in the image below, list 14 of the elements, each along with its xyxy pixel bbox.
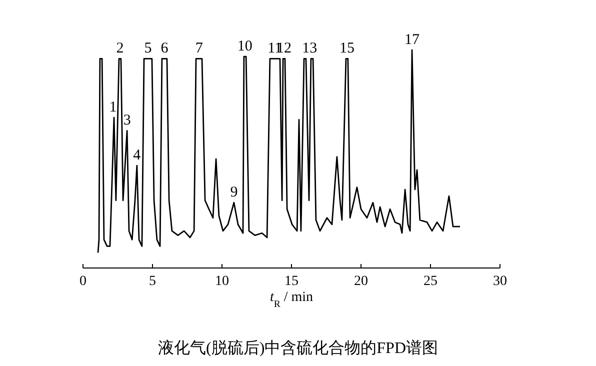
annotation: 15	[339, 40, 354, 57]
annotation: 5	[144, 40, 152, 57]
x-axis-title: t$_{R}$ / min	[270, 290, 314, 310]
annotation: 7	[195, 40, 203, 57]
annotation: 13	[302, 40, 318, 57]
annotation: 10	[237, 38, 252, 55]
annotation: 6	[160, 40, 168, 57]
annotation: 3	[123, 112, 131, 129]
annotation: 2	[116, 40, 124, 57]
annotation: 9	[230, 184, 238, 201]
annotation: 17	[404, 32, 420, 48]
annotation: 1	[109, 100, 117, 116]
annotation: 液化气(脱硫后)中含硫化合物的FPD谱图	[158, 340, 438, 357]
annotation: 4	[133, 148, 141, 164]
